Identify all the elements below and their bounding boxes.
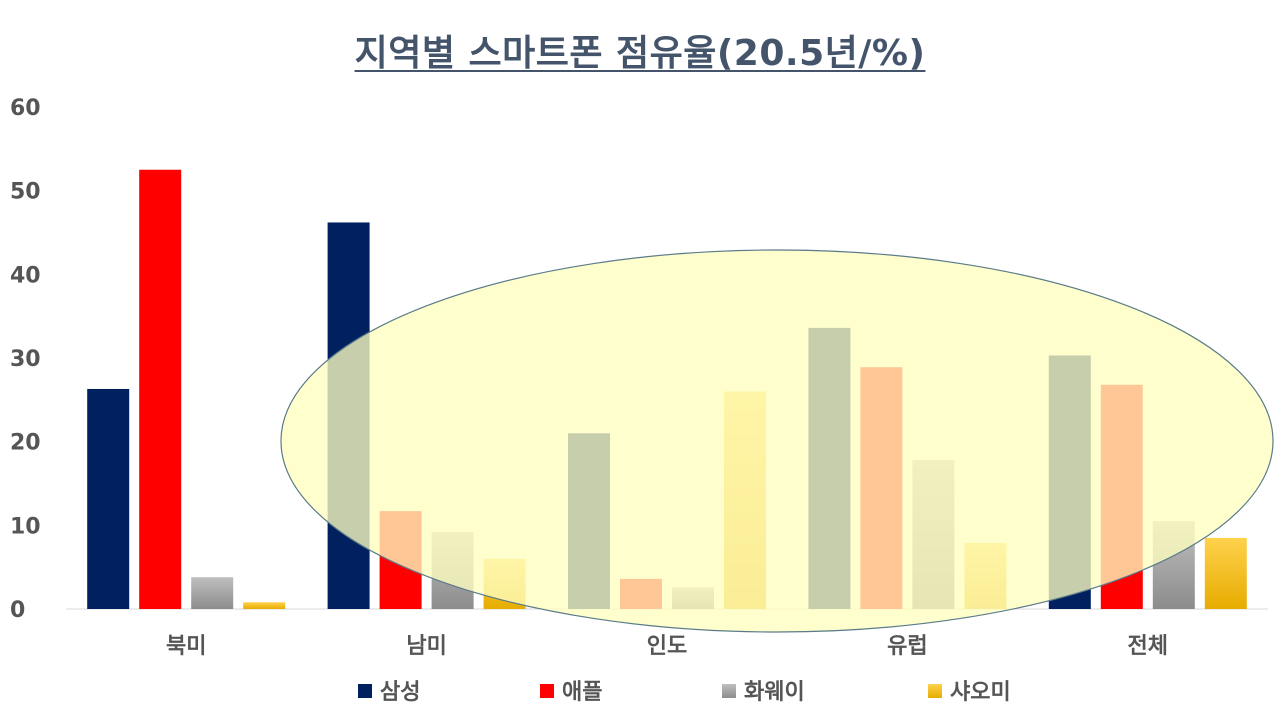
bar-샤오미-전체 (1204, 537, 1247, 609)
y-tick-label: 30 (10, 347, 41, 372)
y-tick-label: 10 (10, 514, 41, 539)
x-tick-label: 남미 (406, 634, 446, 659)
y-tick-label: 60 (10, 96, 41, 121)
legend-label-샤오미: 샤오미 (950, 680, 1011, 705)
legend-swatch-화웨이 (722, 684, 736, 698)
bar-삼성-북미 (87, 388, 130, 609)
chart-title: 지역별 스마트폰 점유율(20.5년/%) (354, 33, 926, 74)
bar-애플-북미 (139, 169, 182, 609)
legend: 삼성 애플 화웨이 샤오미 (358, 680, 1011, 705)
y-tick-label: 50 (10, 180, 41, 205)
legend-label-애플: 애플 (562, 680, 602, 705)
y-tick-label: 20 (10, 431, 41, 456)
x-tick-label: 인도 (647, 634, 687, 659)
x-tick-label: 전체 (1128, 634, 1168, 659)
highlight-overlay (280, 249, 1274, 633)
bar-샤오미-북미 (243, 602, 286, 609)
legend-label-화웨이: 화웨이 (744, 680, 805, 705)
highlight-ellipse (280, 249, 1274, 633)
y-tick-label: 0 (10, 598, 25, 623)
x-tick-label: 북미 (166, 634, 206, 659)
legend-label-삼성: 삼성 (380, 680, 420, 705)
legend-swatch-샤오미 (928, 684, 942, 698)
legend-swatch-애플 (540, 684, 554, 698)
x-tick-label: 유럽 (887, 634, 927, 659)
x-axis-labels: 북미 남미 인도 유럽 전체 (166, 634, 1168, 659)
bar-화웨이-북미 (191, 577, 234, 609)
legend-swatch-삼성 (358, 684, 372, 698)
y-tick-label: 40 (10, 263, 41, 288)
